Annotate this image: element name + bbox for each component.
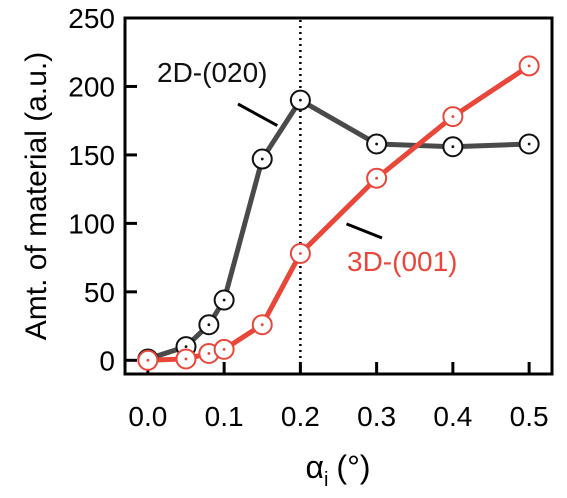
x-tick-label: 0.1 bbox=[205, 401, 244, 432]
data-point-center bbox=[260, 157, 264, 161]
x-axis-label: αi (°) bbox=[305, 449, 370, 491]
data-point-center bbox=[222, 347, 226, 351]
y-tick-label: 250 bbox=[68, 3, 115, 34]
data-point bbox=[366, 167, 388, 189]
data-point-center bbox=[375, 142, 379, 146]
data-point-center bbox=[146, 358, 150, 362]
x-axis-label-main: α bbox=[305, 449, 324, 485]
x-axis-label-sub: i bbox=[324, 469, 328, 491]
x-tick-label: 0.3 bbox=[357, 401, 396, 432]
data-point-center bbox=[527, 142, 531, 146]
data-point-center bbox=[207, 352, 211, 355]
data-point bbox=[251, 148, 273, 170]
y-tick-label: 150 bbox=[68, 140, 115, 171]
data-point-center bbox=[222, 298, 226, 302]
data-point-center bbox=[375, 176, 379, 180]
data-point-center bbox=[298, 252, 302, 255]
data-point-center bbox=[527, 64, 531, 68]
data-point bbox=[518, 133, 540, 155]
data-point bbox=[366, 133, 388, 155]
annotation-leader-2d bbox=[237, 102, 279, 127]
annotation-label-3d: 3D-(001) bbox=[347, 246, 457, 277]
data-point bbox=[518, 55, 540, 77]
data-point-center bbox=[260, 323, 264, 327]
y-tick-label: 50 bbox=[84, 277, 115, 308]
data-point-center bbox=[207, 323, 211, 327]
annotation-layer: 2D-(020) 3D-(001) bbox=[157, 57, 457, 277]
y-tick-label: 0 bbox=[99, 345, 115, 376]
data-point-center bbox=[184, 345, 188, 349]
data-point-center bbox=[184, 357, 188, 361]
data-point-center bbox=[451, 145, 455, 149]
x-tick-label: 0.0 bbox=[128, 401, 167, 432]
data-point bbox=[442, 106, 464, 128]
data-point bbox=[251, 314, 273, 336]
x-tick-label: 0.5 bbox=[510, 401, 549, 432]
data-point-center bbox=[451, 115, 455, 118]
data-point bbox=[442, 136, 464, 158]
plot-frame bbox=[123, 16, 554, 376]
data-point bbox=[137, 349, 159, 371]
data-point bbox=[213, 289, 235, 311]
data-point-center bbox=[298, 98, 302, 102]
x-axis: 0.0 0.1 0.2 0.3 0.4 0.5 bbox=[128, 362, 549, 432]
x-axis-label-unit: (°) bbox=[336, 449, 370, 485]
y-axis: 0 50 100 150 200 250 bbox=[68, 3, 137, 376]
data-point bbox=[175, 348, 197, 370]
data-point bbox=[198, 314, 220, 336]
data-point bbox=[289, 243, 311, 265]
x-tick-label: 0.4 bbox=[433, 401, 472, 432]
data-point bbox=[289, 89, 311, 111]
annotation-label-2d: 2D-(020) bbox=[157, 57, 267, 88]
annotation-leader-3d bbox=[345, 222, 383, 240]
data-point bbox=[213, 338, 235, 360]
x-tick-label: 0.2 bbox=[281, 401, 320, 432]
series-layer bbox=[137, 55, 540, 371]
y-tick-label: 200 bbox=[68, 71, 115, 102]
y-axis-label: Amt. of material (a.u.) bbox=[20, 52, 53, 340]
y-tick-label: 100 bbox=[68, 208, 115, 239]
